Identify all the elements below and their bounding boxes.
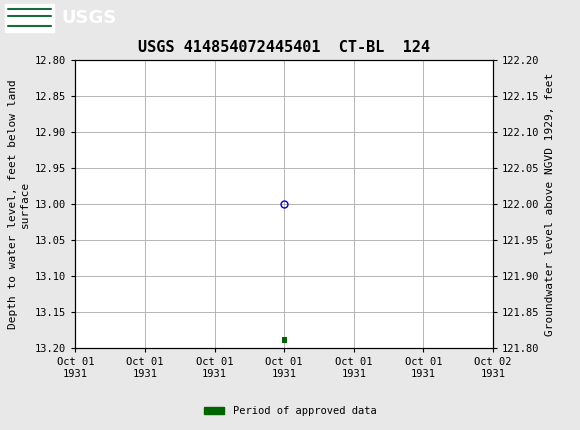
Legend: Period of approved data: Period of approved data [200, 402, 380, 421]
Text: USGS: USGS [61, 9, 116, 27]
Y-axis label: Groundwater level above NGVD 1929, feet: Groundwater level above NGVD 1929, feet [545, 73, 555, 336]
Title: USGS 414854072445401  CT-BL  124: USGS 414854072445401 CT-BL 124 [138, 40, 430, 55]
Bar [282, 338, 287, 343]
Y-axis label: Depth to water level, feet below land
surface: Depth to water level, feet below land su… [8, 80, 30, 329]
FancyBboxPatch shape [5, 4, 54, 32]
